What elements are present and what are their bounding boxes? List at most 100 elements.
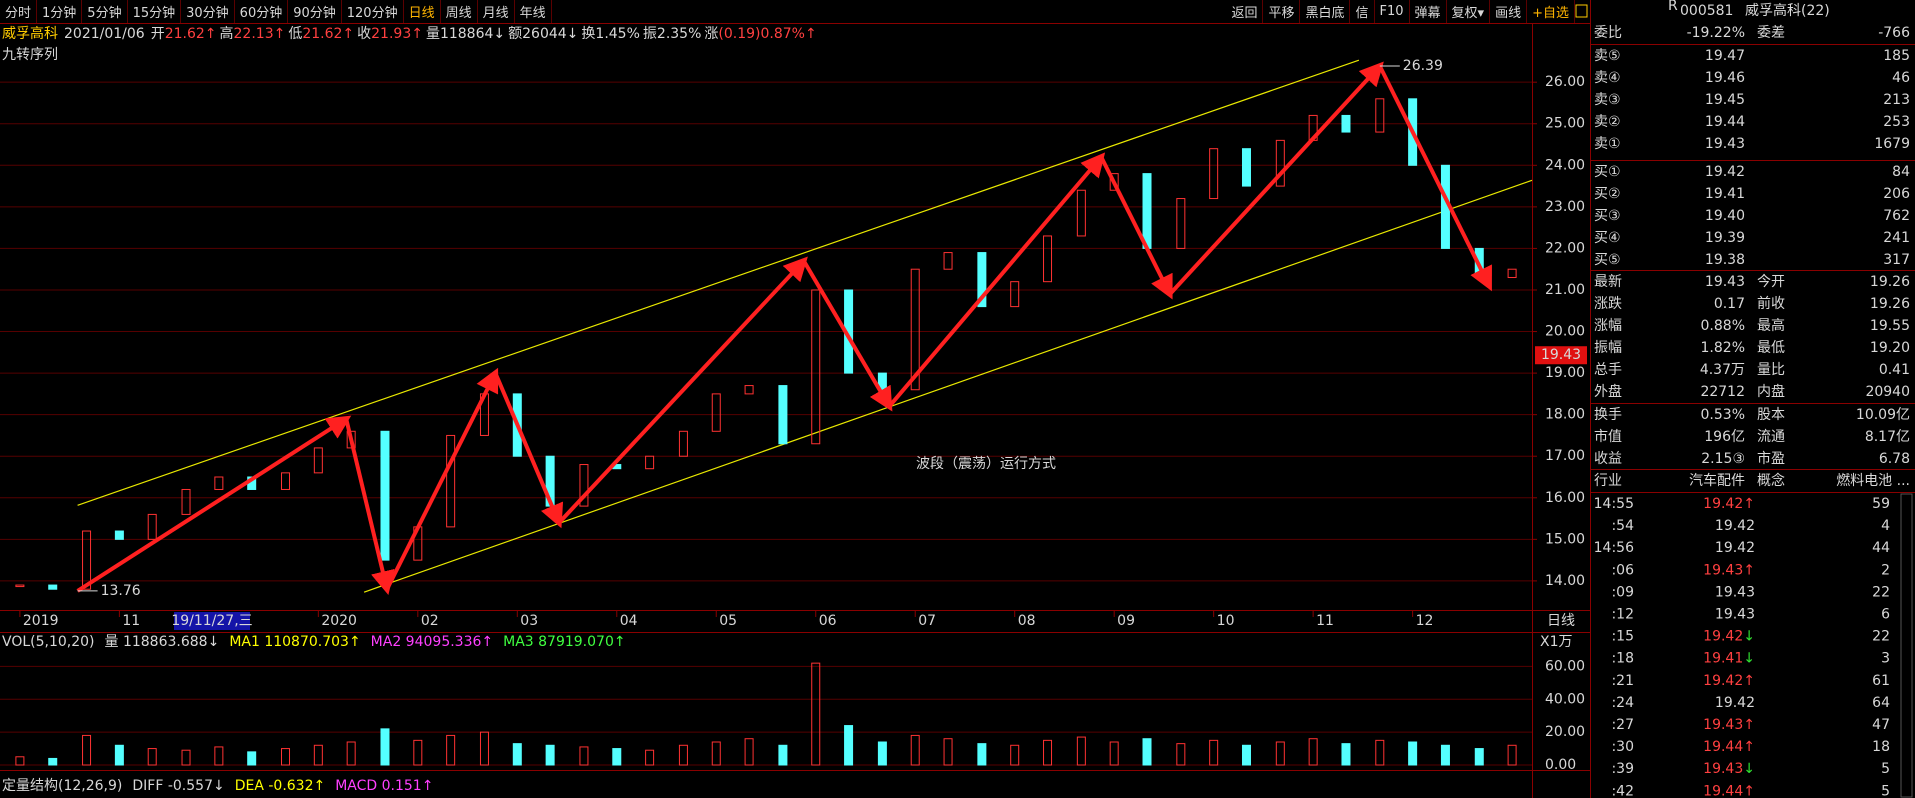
- candle: [214, 476, 224, 490]
- tick-arrow: ↓: [1743, 761, 1755, 777]
- x-tick-label: 03: [520, 613, 538, 629]
- toolbar-button[interactable]: 画线: [1490, 0, 1528, 23]
- field-label: 换手: [1594, 406, 1622, 423]
- extreme-label: 26.39: [1403, 58, 1443, 74]
- candle: [711, 393, 721, 432]
- action-toolbar: 返回 平移 黑白底信 F10 弹幕 复权▾ 画线 +自选: [1226, 0, 1575, 23]
- period-tab[interactable]: 15分钟: [128, 0, 182, 23]
- volume-bar: [1109, 741, 1119, 766]
- y-tick-label: 60.00: [1545, 658, 1585, 674]
- volume-bar: [877, 741, 887, 766]
- field-label: 振幅: [1594, 340, 1622, 356]
- period-tab[interactable]: 60分钟: [235, 0, 289, 23]
- tick-time: :24: [1611, 695, 1634, 711]
- toolbar-button[interactable]: F10: [1375, 0, 1410, 23]
- candle: [15, 584, 25, 588]
- period-tab[interactable]: 120分钟: [342, 0, 404, 23]
- field-value: 19.43: [1705, 274, 1745, 290]
- tick-price-number: 19.43: [1703, 761, 1743, 777]
- wave-arrow: [557, 256, 808, 525]
- period-tab[interactable]: 分时: [0, 0, 38, 23]
- period-tab[interactable]: 30分钟: [181, 0, 235, 23]
- book-label: 卖③: [1594, 92, 1621, 108]
- book-label: 买②: [1594, 186, 1621, 202]
- volume-bar: [346, 741, 356, 766]
- tick-volume: 44: [1872, 540, 1890, 556]
- legend-item: MACD 0.151↑: [335, 778, 433, 794]
- quote-label: 低: [288, 26, 302, 42]
- field-value: 19.26: [1870, 296, 1910, 312]
- volume-bar: [380, 728, 390, 766]
- wave-arrow: [1168, 61, 1384, 296]
- tick-price: 19.43↓: [1703, 761, 1755, 777]
- toolbar-button[interactable]: 复权▾: [1447, 0, 1491, 23]
- tick-time: :18: [1611, 651, 1634, 667]
- volume-bar: [313, 744, 323, 766]
- volume-bar: [1076, 736, 1086, 766]
- field-label: 最高: [1757, 317, 1785, 334]
- tick-price: 19.42: [1715, 540, 1755, 556]
- field-value: 4.37万: [1700, 362, 1745, 378]
- toolbar-button[interactable]: 黑白底: [1300, 0, 1351, 23]
- candle: [48, 584, 58, 590]
- volume-bar: [1176, 743, 1186, 766]
- period-tab[interactable]: 周线: [441, 0, 478, 23]
- tick-price: 19.43: [1715, 584, 1755, 600]
- volume-bar: [579, 746, 589, 766]
- candle: [977, 252, 987, 308]
- legend-item: DIFF -0.557↓: [132, 778, 224, 794]
- y-tick-label: 19.00: [1545, 365, 1585, 381]
- field-value: 0.17: [1714, 296, 1745, 312]
- field-label: 量比: [1757, 362, 1785, 378]
- x-tick-label: 02: [421, 613, 439, 629]
- x-tick-label: 09: [1117, 613, 1135, 629]
- toolbar-button[interactable]: +自选: [1527, 0, 1575, 23]
- volume-bar: [1408, 741, 1418, 766]
- field-label: 概念: [1757, 472, 1785, 489]
- candle: [313, 447, 323, 474]
- period-tab[interactable]: 5分钟: [82, 0, 128, 23]
- y-tick-label: 25.00: [1545, 116, 1585, 132]
- field-label: 市盈: [1757, 450, 1785, 467]
- volume-bar: [281, 748, 291, 766]
- legend-item: MA2 94095.336↑: [371, 634, 493, 650]
- quote-label: 额: [508, 26, 522, 42]
- toolbar-button[interactable]: 信: [1350, 0, 1375, 23]
- volume-bar: [1275, 741, 1285, 766]
- period-tab[interactable]: 1分钟: [37, 0, 83, 23]
- period-tab[interactable]: 年线: [515, 0, 552, 23]
- tick-price: 19.44↑: [1703, 783, 1755, 798]
- period-tab[interactable]: 90分钟: [288, 0, 342, 23]
- tick-volume: 6: [1881, 607, 1890, 623]
- candle: [281, 472, 291, 490]
- book-volume: 1679: [1874, 136, 1910, 152]
- volume-bar: [612, 748, 622, 766]
- tick-time: :27: [1611, 717, 1634, 733]
- field-value: 0.88%: [1701, 318, 1745, 334]
- toolbar-button[interactable]: 返回: [1226, 0, 1264, 23]
- wave-arrow: [1378, 65, 1492, 292]
- field-value: 19.55: [1870, 318, 1910, 334]
- tick-volume: 22: [1872, 584, 1890, 600]
- candle: [1010, 281, 1020, 308]
- tick-price: 19.42: [1715, 695, 1755, 711]
- field-label: 涨幅: [1594, 318, 1622, 334]
- period-tab[interactable]: 日线: [404, 0, 441, 23]
- tick-volume: 5: [1881, 761, 1890, 777]
- tick-price: 19.42↑: [1703, 496, 1755, 512]
- candle: [1176, 198, 1186, 249]
- cursor-label: 19/11/27,三: [171, 613, 252, 629]
- legend-item: 量 118863.688↓: [105, 634, 220, 650]
- scrollbar[interactable]: [1900, 493, 1913, 798]
- book-price: 19.41: [1705, 186, 1745, 202]
- toolbar-button[interactable]: 弹幕: [1410, 0, 1447, 23]
- period-tab[interactable]: 月线: [478, 0, 515, 23]
- book-volume: 253: [1883, 114, 1910, 130]
- volume-bar: [147, 748, 157, 766]
- toolbar-button[interactable]: 平移: [1263, 0, 1301, 23]
- volume-bar: [910, 734, 920, 766]
- candle: [82, 530, 92, 590]
- volume-bar: [1209, 739, 1219, 766]
- volume-bar: [844, 725, 854, 766]
- quote-value: 1.45%: [595, 26, 639, 42]
